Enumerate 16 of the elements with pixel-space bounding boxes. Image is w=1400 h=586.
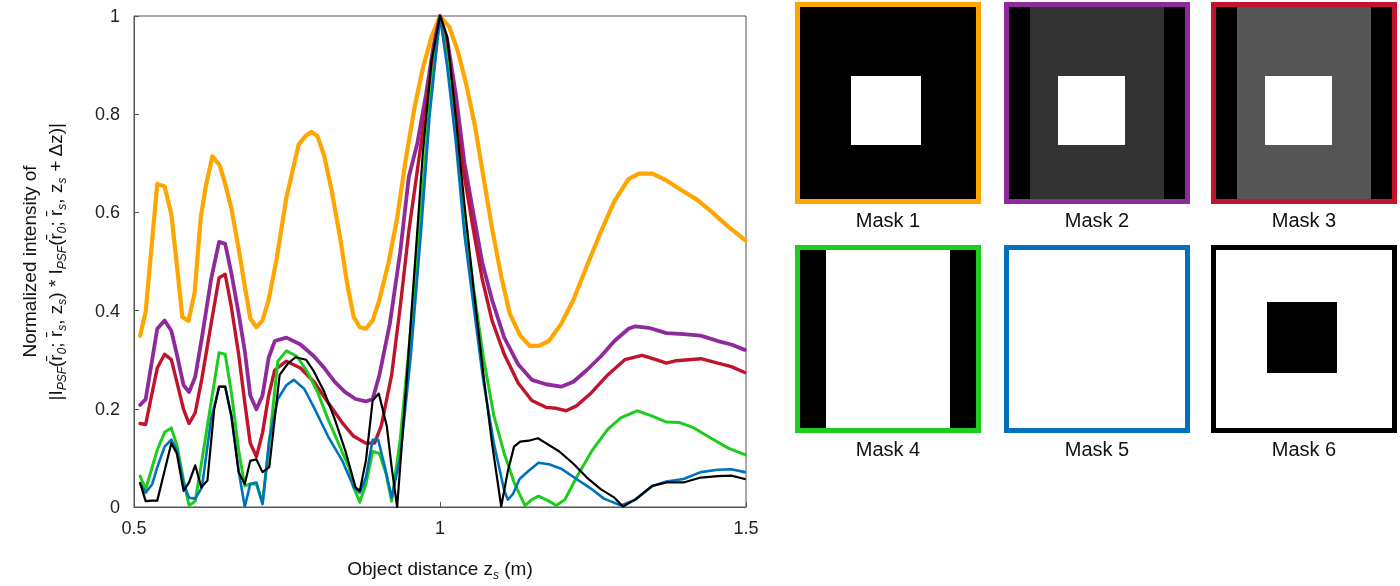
y-tick-label: 0.4 <box>94 300 120 321</box>
text: Mask 3 <box>1270 208 1338 232</box>
y-tick-label: 0.6 <box>94 202 120 223</box>
y-tick-label: 0.8 <box>94 104 120 125</box>
x-tick-label: 1.5 <box>733 518 759 538</box>
x-tick-label: 1 <box>434 518 446 538</box>
text: Mask 6 <box>1270 437 1338 461</box>
text: Mask 2 <box>1063 208 1131 232</box>
y-tick-label: 0.2 <box>94 398 120 419</box>
y-tick-label: 1 <box>109 6 120 26</box>
line-series <box>138 13 748 349</box>
text: Mask 5 <box>1063 437 1131 461</box>
text: Mask 4 <box>854 437 922 461</box>
x-tick-label: 0.5 <box>121 518 147 538</box>
text: Mask 1 <box>854 208 922 232</box>
y-tick-label: 0 <box>109 497 120 517</box>
